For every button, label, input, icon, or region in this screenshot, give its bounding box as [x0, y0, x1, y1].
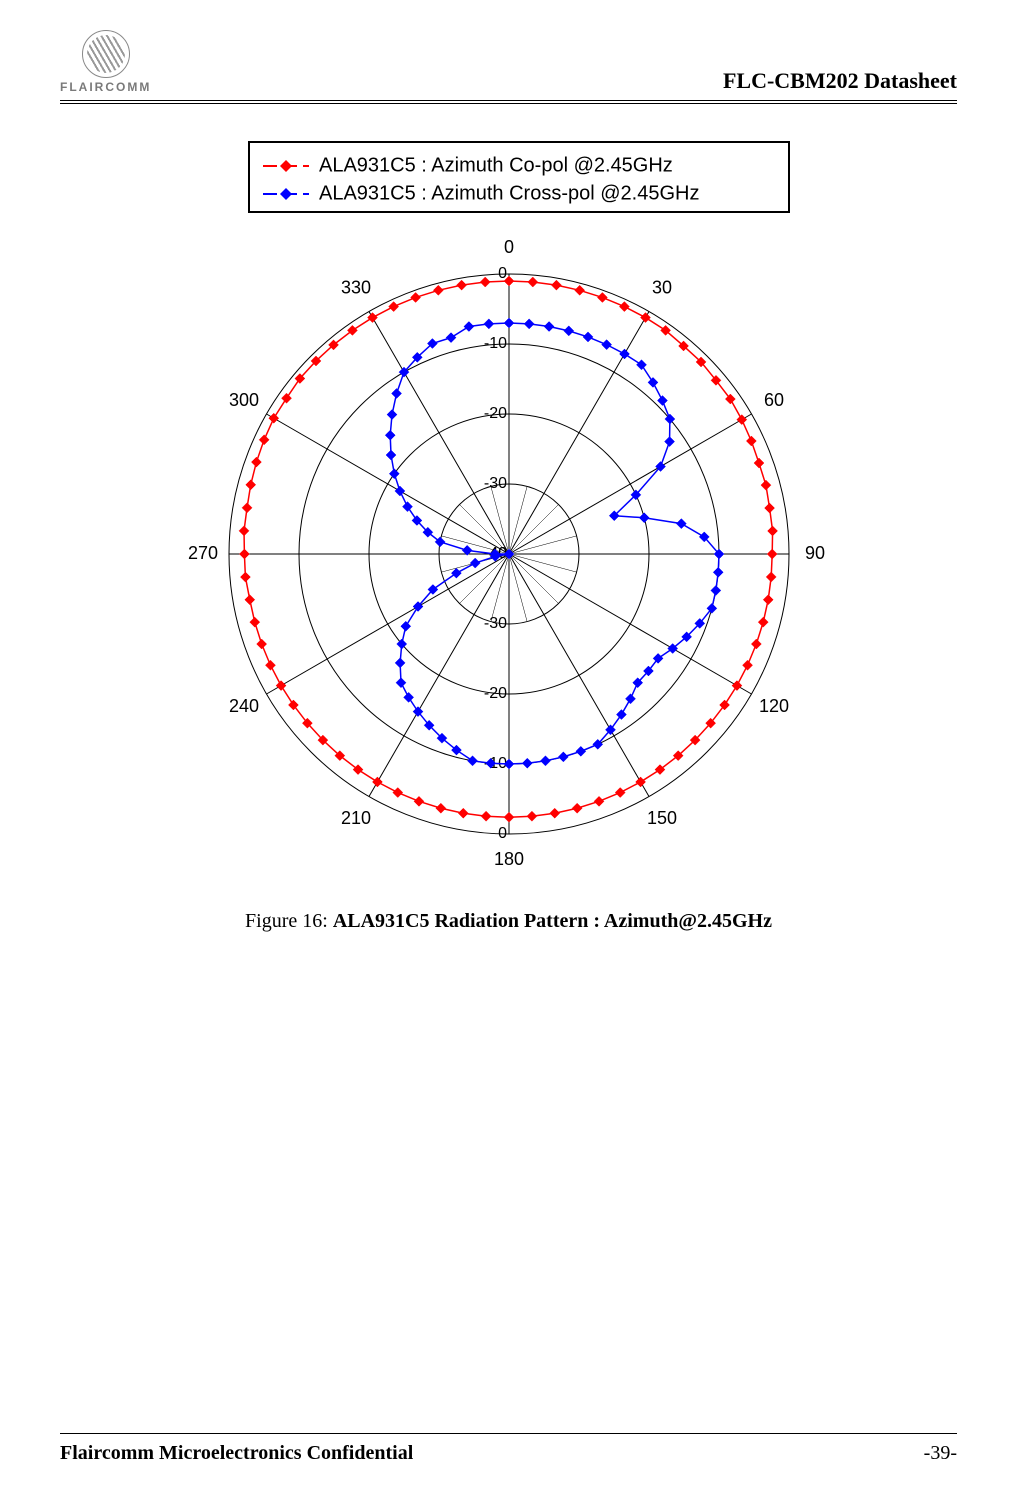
svg-text:150: 150	[646, 808, 676, 828]
page: FLAIRCOMM FLC-CBM202 Datasheet 0 30 60 90 12…	[0, 0, 1017, 1505]
svg-text:ALA931C5 : Azimuth Cross-pol @: ALA931C5 : Azimuth Cross-pol @2.45GHz	[319, 182, 699, 204]
polar-chart: 0 30 60 90 120 150 180 210 240 270 300 330 0 -10 -20 -3…	[129, 134, 889, 894]
footer-right: -39-	[924, 1442, 957, 1465]
svg-text:240: 240	[228, 696, 258, 716]
svg-text:-10: -10	[483, 335, 506, 352]
svg-text:-30: -30	[483, 615, 506, 632]
doc-title: FLC-CBM202 Datasheet	[723, 68, 957, 94]
svg-text:120: 120	[758, 696, 788, 716]
caption-text: ALA931C5 Radiation Pattern : Azimuth@2.4…	[333, 910, 772, 932]
svg-text:60: 60	[763, 390, 783, 410]
svg-text:-20: -20	[483, 685, 506, 702]
svg-text:-30: -30	[483, 475, 506, 492]
figure-caption: Figure 16: ALA931C5 Radiation Pattern : …	[245, 910, 772, 933]
page-header: FLAIRCOMM FLC-CBM202 Datasheet	[60, 30, 957, 104]
svg-text:-20: -20	[483, 405, 506, 422]
svg-text:90: 90	[804, 543, 824, 563]
svg-text:270: 270	[187, 543, 217, 563]
caption-prefix: Figure 16:	[245, 910, 328, 932]
svg-text:210: 210	[340, 808, 370, 828]
figure-wrap: 0 30 60 90 120 150 180 210 240 270 300 330 0 -10 -20 -3…	[60, 134, 957, 933]
footer-left: Flaircomm Microelectronics Confidential	[60, 1442, 413, 1465]
svg-text:300: 300	[228, 390, 258, 410]
svg-text:330: 330	[340, 278, 370, 298]
logo-block: FLAIRCOMM	[60, 30, 151, 94]
svg-text:30: 30	[651, 278, 671, 298]
svg-text:ALA931C5 : Azimuth Co-pol @2.4: ALA931C5 : Azimuth Co-pol @2.45GHz	[319, 154, 673, 176]
logo-swirl-icon	[82, 30, 130, 78]
svg-text:0: 0	[503, 237, 513, 257]
svg-text:0: 0	[498, 825, 507, 842]
logo-text: FLAIRCOMM	[60, 80, 151, 94]
svg-text:180: 180	[493, 849, 523, 869]
page-footer: Flaircomm Microelectronics Confidential …	[60, 1433, 957, 1465]
